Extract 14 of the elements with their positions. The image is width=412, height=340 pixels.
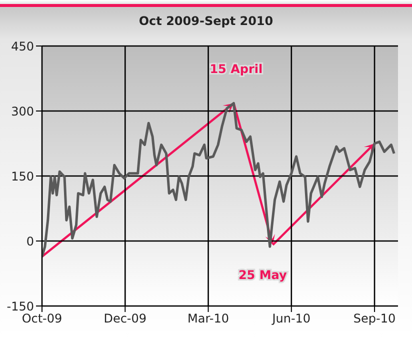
y-tick-label: -150	[6, 299, 34, 314]
y-tick-label: 0	[26, 234, 34, 248]
annotation: 25 May	[238, 268, 287, 282]
annotation: 15 April	[210, 62, 263, 76]
x-tick-label: Jun-10	[271, 312, 311, 326]
y-tick-label: 150	[11, 169, 34, 184]
chart-title: Oct 2009-Sept 2010	[138, 14, 274, 28]
x-tick-label: Sep-10	[353, 312, 396, 326]
x-tick-label: Mar-10	[188, 312, 230, 326]
line-series	[42, 102, 396, 258]
x-tick-label: Dec-09	[104, 312, 147, 326]
y-tick-label: 450	[11, 39, 34, 54]
x-tick-label: Oct-09	[22, 312, 62, 326]
y-tick-label: 300	[11, 104, 34, 118]
